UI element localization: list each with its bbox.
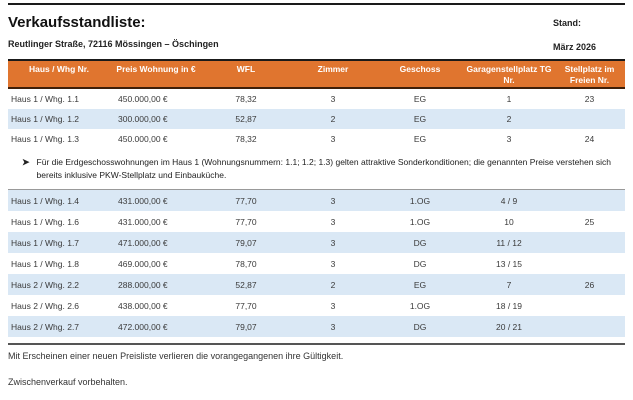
- table-row: Haus 1 / Whg. 1.3 450.000,00 € 78,32 3 E…: [8, 129, 625, 149]
- table-row: Haus 2 / Whg. 2.2 288.000,00 € 52,87 2 E…: [8, 274, 625, 295]
- cell-unit: Haus 1 / Whg. 1.6: [11, 216, 80, 227]
- table-row: Haus 1 / Whg. 1.4 431.000,00 € 77,70 3 1…: [8, 190, 625, 211]
- table-row: Haus 1 / Whg. 1.7 471.000,00 € 79,07 3 D…: [8, 232, 625, 253]
- cell-geschoss: EG: [413, 279, 427, 290]
- cell-zimmer: 3: [330, 195, 336, 206]
- cell-unit: Haus 2 / Whg. 2.7: [11, 321, 80, 332]
- cell-geschoss: DG: [413, 258, 427, 269]
- document-header: Verkaufsstandliste: Reutlinger Straße, 7…: [8, 5, 625, 52]
- units-table-bottom: Haus 1 / Whg. 1.4 431.000,00 € 77,70 3 1…: [8, 189, 625, 337]
- cell-garage: 2: [506, 114, 512, 124]
- header-left: Verkaufsstandliste: Reutlinger Straße, 7…: [8, 5, 219, 49]
- col-header-geschoss: Geschoss: [399, 64, 441, 74]
- cell-frei: 26: [584, 279, 595, 290]
- col-header-price: Preis Wohnung in €: [116, 64, 196, 74]
- cell-price: 469.000,00 €: [118, 258, 168, 269]
- cell-zimmer: 3: [330, 216, 336, 227]
- cell-geschoss: EG: [413, 94, 427, 104]
- cell-unit: Haus 1 / Whg. 1.3: [11, 134, 80, 144]
- cell-garage: 10: [504, 216, 514, 227]
- cell-geschoss: 1.OG: [409, 216, 431, 227]
- units-table-top: Haus / Whg Nr. Preis Wohnung in € WFL Zi…: [8, 59, 625, 149]
- col-header-frei: Stellplatz im Freien Nr.: [564, 64, 615, 85]
- cell-price: 471.000,00 €: [118, 237, 168, 248]
- note-text: Für die Erdgeschosswohnungen im Haus 1 (…: [36, 157, 611, 180]
- cell-wfl: 78,70: [235, 258, 257, 269]
- table-row: Haus 1 / Whg. 1.2 300.000,00 € 52,87 2 E…: [8, 109, 625, 129]
- cell-wfl: 52,87: [235, 114, 257, 124]
- cell-garage: 4 / 9: [500, 195, 518, 206]
- cell-unit: Haus 1 / Whg. 1.1: [11, 94, 80, 104]
- cell-garage: 20 / 21: [496, 321, 522, 332]
- cell-price: 431.000,00 €: [118, 195, 168, 206]
- cell-unit: Haus 1 / Whg. 1.8: [11, 258, 80, 269]
- cell-zimmer: 2: [330, 114, 336, 124]
- cell-garage: 3: [506, 134, 512, 144]
- cell-wfl: 77,70: [235, 300, 257, 311]
- cell-price: 472.000,00 €: [118, 321, 168, 332]
- top-rule: [8, 3, 625, 5]
- col-header-garage: Garagenstellplatz TG Nr.: [466, 64, 552, 85]
- cell-wfl: 77,70: [235, 216, 257, 227]
- cell-price: 288.000,00 €: [118, 279, 168, 290]
- cell-price: 431.000,00 €: [118, 216, 168, 227]
- cell-unit: Haus 2 / Whg. 2.2: [11, 279, 80, 290]
- stand-date: März 2026: [553, 42, 597, 52]
- table-row: Haus 1 / Whg. 1.6 431.000,00 € 77,70 3 1…: [8, 211, 625, 232]
- cell-garage: 18 / 19: [496, 300, 522, 311]
- cell-wfl: 79,07: [235, 321, 257, 332]
- cell-frei: 23: [584, 94, 595, 104]
- stand-label: Stand:: [553, 18, 581, 28]
- cell-unit: Haus 1 / Whg. 1.2: [11, 114, 80, 124]
- cell-wfl: 52,87: [235, 279, 257, 290]
- table-row: Haus 1 / Whg. 1.8 469.000,00 € 78,70 3 D…: [8, 253, 625, 274]
- cell-zimmer: 3: [330, 321, 336, 332]
- cell-wfl: 78,32: [235, 134, 257, 144]
- cell-price: 438.000,00 €: [118, 300, 168, 311]
- interim-sale-note: Zwischenverkauf vorbehalten.: [8, 377, 128, 387]
- cell-geschoss: DG: [413, 237, 427, 248]
- cell-geschoss: 1.OG: [409, 300, 431, 311]
- cell-price: 450.000,00 €: [118, 94, 168, 104]
- cell-garage: 1: [506, 94, 512, 104]
- table-header-row: Haus / Whg Nr. Preis Wohnung in € WFL Zi…: [8, 59, 625, 89]
- cell-unit: Haus 1 / Whg. 1.7: [11, 237, 80, 248]
- col-header-unit: Haus / Whg Nr.: [29, 64, 89, 74]
- cell-geschoss: EG: [413, 114, 427, 124]
- cell-price: 300.000,00 €: [118, 114, 168, 124]
- cell-geschoss: DG: [413, 321, 427, 332]
- cell-zimmer: 3: [330, 300, 336, 311]
- special-conditions-note: ➤ Für die Erdgeschosswohnungen im Haus 1…: [22, 156, 622, 182]
- col-header-wfl: WFL: [236, 64, 256, 74]
- cell-wfl: 77,70: [235, 195, 257, 206]
- cell-garage: 11 / 12: [496, 237, 522, 248]
- cell-unit: Haus 1 / Whg. 1.4: [11, 195, 80, 206]
- arrow-bullet-icon: ➤: [22, 157, 30, 167]
- table-row: Haus 1 / Whg. 1.1 450.000,00 € 78,32 3 E…: [8, 89, 625, 109]
- cell-frei: 25: [584, 216, 595, 227]
- cell-frei: 24: [584, 134, 595, 144]
- address-line: Reutlinger Straße, 72116 Mössingen – Ösc…: [8, 39, 219, 49]
- cell-geschoss: 1.OG: [409, 195, 431, 206]
- cell-price: 450.000,00 €: [118, 134, 168, 144]
- table-row: Haus 2 / Whg. 2.6 438.000,00 € 77,70 3 1…: [8, 295, 625, 316]
- validity-note: Mit Erscheinen einer neuen Preisliste ve…: [8, 351, 344, 361]
- cell-wfl: 78,32: [235, 94, 257, 104]
- col-header-zimmer: Zimmer: [317, 64, 349, 74]
- cell-zimmer: 3: [330, 134, 336, 144]
- cell-wfl: 79,07: [235, 237, 257, 248]
- cell-garage: 7: [506, 279, 512, 290]
- footer-rule: [8, 343, 625, 345]
- table-row: Haus 2 / Whg. 2.7 472.000,00 € 79,07 3 D…: [8, 316, 625, 337]
- cell-zimmer: 3: [330, 94, 336, 104]
- cell-zimmer: 2: [330, 279, 336, 290]
- cell-garage: 13 / 15: [496, 258, 522, 269]
- header-right: Stand: März 2026: [553, 5, 625, 52]
- cell-geschoss: EG: [413, 134, 427, 144]
- cell-zimmer: 3: [330, 258, 336, 269]
- page-title: Verkaufsstandliste:: [8, 14, 146, 31]
- cell-zimmer: 3: [330, 237, 336, 248]
- cell-unit: Haus 2 / Whg. 2.6: [11, 300, 80, 311]
